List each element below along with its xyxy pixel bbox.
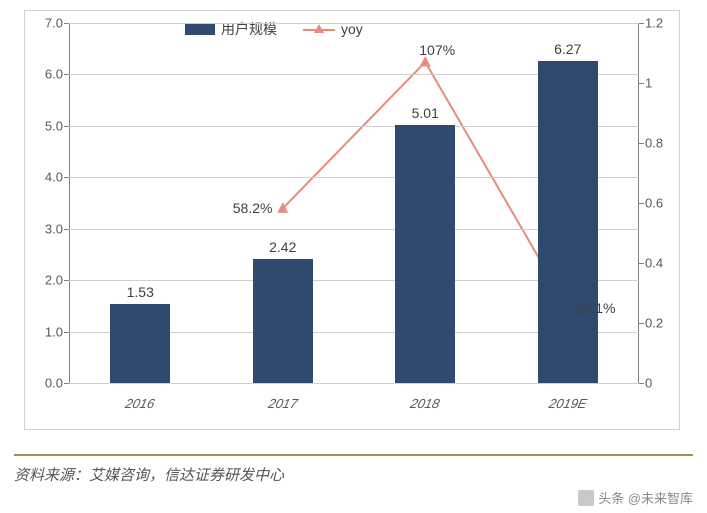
y-label-right: 0.8: [645, 136, 675, 151]
x-category-label: 2016: [124, 396, 156, 411]
bar: [538, 61, 598, 383]
plot-area: 0.01.02.03.04.05.06.07.000.20.40.60.811.…: [69, 23, 639, 383]
source-block: 资料来源：艾媒咨询，信达证券研发中心: [14, 454, 693, 485]
bar: [110, 304, 170, 383]
x-category-label: 2019E: [547, 396, 588, 411]
bar-value-label: 6.27: [554, 41, 581, 57]
y-label-right: 1.2: [645, 16, 675, 31]
y-label-right: 0: [645, 376, 675, 391]
y-tick-right: [639, 23, 644, 24]
y-label-left: 3.0: [31, 221, 63, 236]
y-tick-right: [639, 323, 644, 324]
y-tick-right: [639, 203, 644, 204]
bar-value-label: 1.53: [127, 284, 154, 300]
bar-value-label: 2.42: [269, 239, 296, 255]
y-tick-right: [639, 143, 644, 144]
y-label-left: 4.0: [31, 170, 63, 185]
x-category-label: 2018: [409, 396, 441, 411]
y-label-right: 0.4: [645, 256, 675, 271]
y-label-right: 0.6: [645, 196, 675, 211]
bar: [395, 125, 455, 383]
y-tick-left: [64, 229, 69, 230]
y-label-left: 5.0: [31, 118, 63, 133]
bar: [253, 259, 313, 383]
y-tick-left: [64, 280, 69, 281]
y-label-left: 0.0: [31, 376, 63, 391]
y-label-left: 1.0: [31, 324, 63, 339]
y-tick-right: [639, 83, 644, 84]
y-tick-left: [64, 74, 69, 75]
y-label-right: 1: [645, 76, 675, 91]
y-label-right: 0.2: [645, 316, 675, 331]
source-rule: [14, 454, 693, 456]
source-text: 资料来源：艾媒咨询，信达证券研发中心: [14, 464, 693, 485]
gridline: [69, 23, 639, 24]
y-label-left: 2.0: [31, 273, 63, 288]
y-tick-left: [64, 126, 69, 127]
y-tick-left: [64, 332, 69, 333]
y-label-left: 6.0: [31, 67, 63, 82]
y-tick-right: [639, 263, 644, 264]
x-category-label: 2017: [267, 396, 299, 411]
attribution: 头条 @未来智库: [578, 488, 693, 507]
y-tick-right: [639, 383, 644, 384]
y-label-left: 7.0: [31, 16, 63, 31]
y-tick-left: [64, 383, 69, 384]
y-tick-left: [64, 23, 69, 24]
y-tick-left: [64, 177, 69, 178]
attribution-logo-icon: [578, 490, 594, 506]
attribution-text: 头条 @未来智库: [598, 488, 693, 507]
gridline: [69, 383, 639, 384]
chart-panel: 用户规模 yoy 0.01.02.03.04.05.06.07.000.20.4…: [24, 10, 680, 430]
line-value-label: 107%: [419, 42, 455, 58]
bar-value-label: 5.01: [412, 105, 439, 121]
line-value-label: 58.2%: [233, 200, 273, 216]
line-value-label: 25.1%: [576, 300, 616, 316]
